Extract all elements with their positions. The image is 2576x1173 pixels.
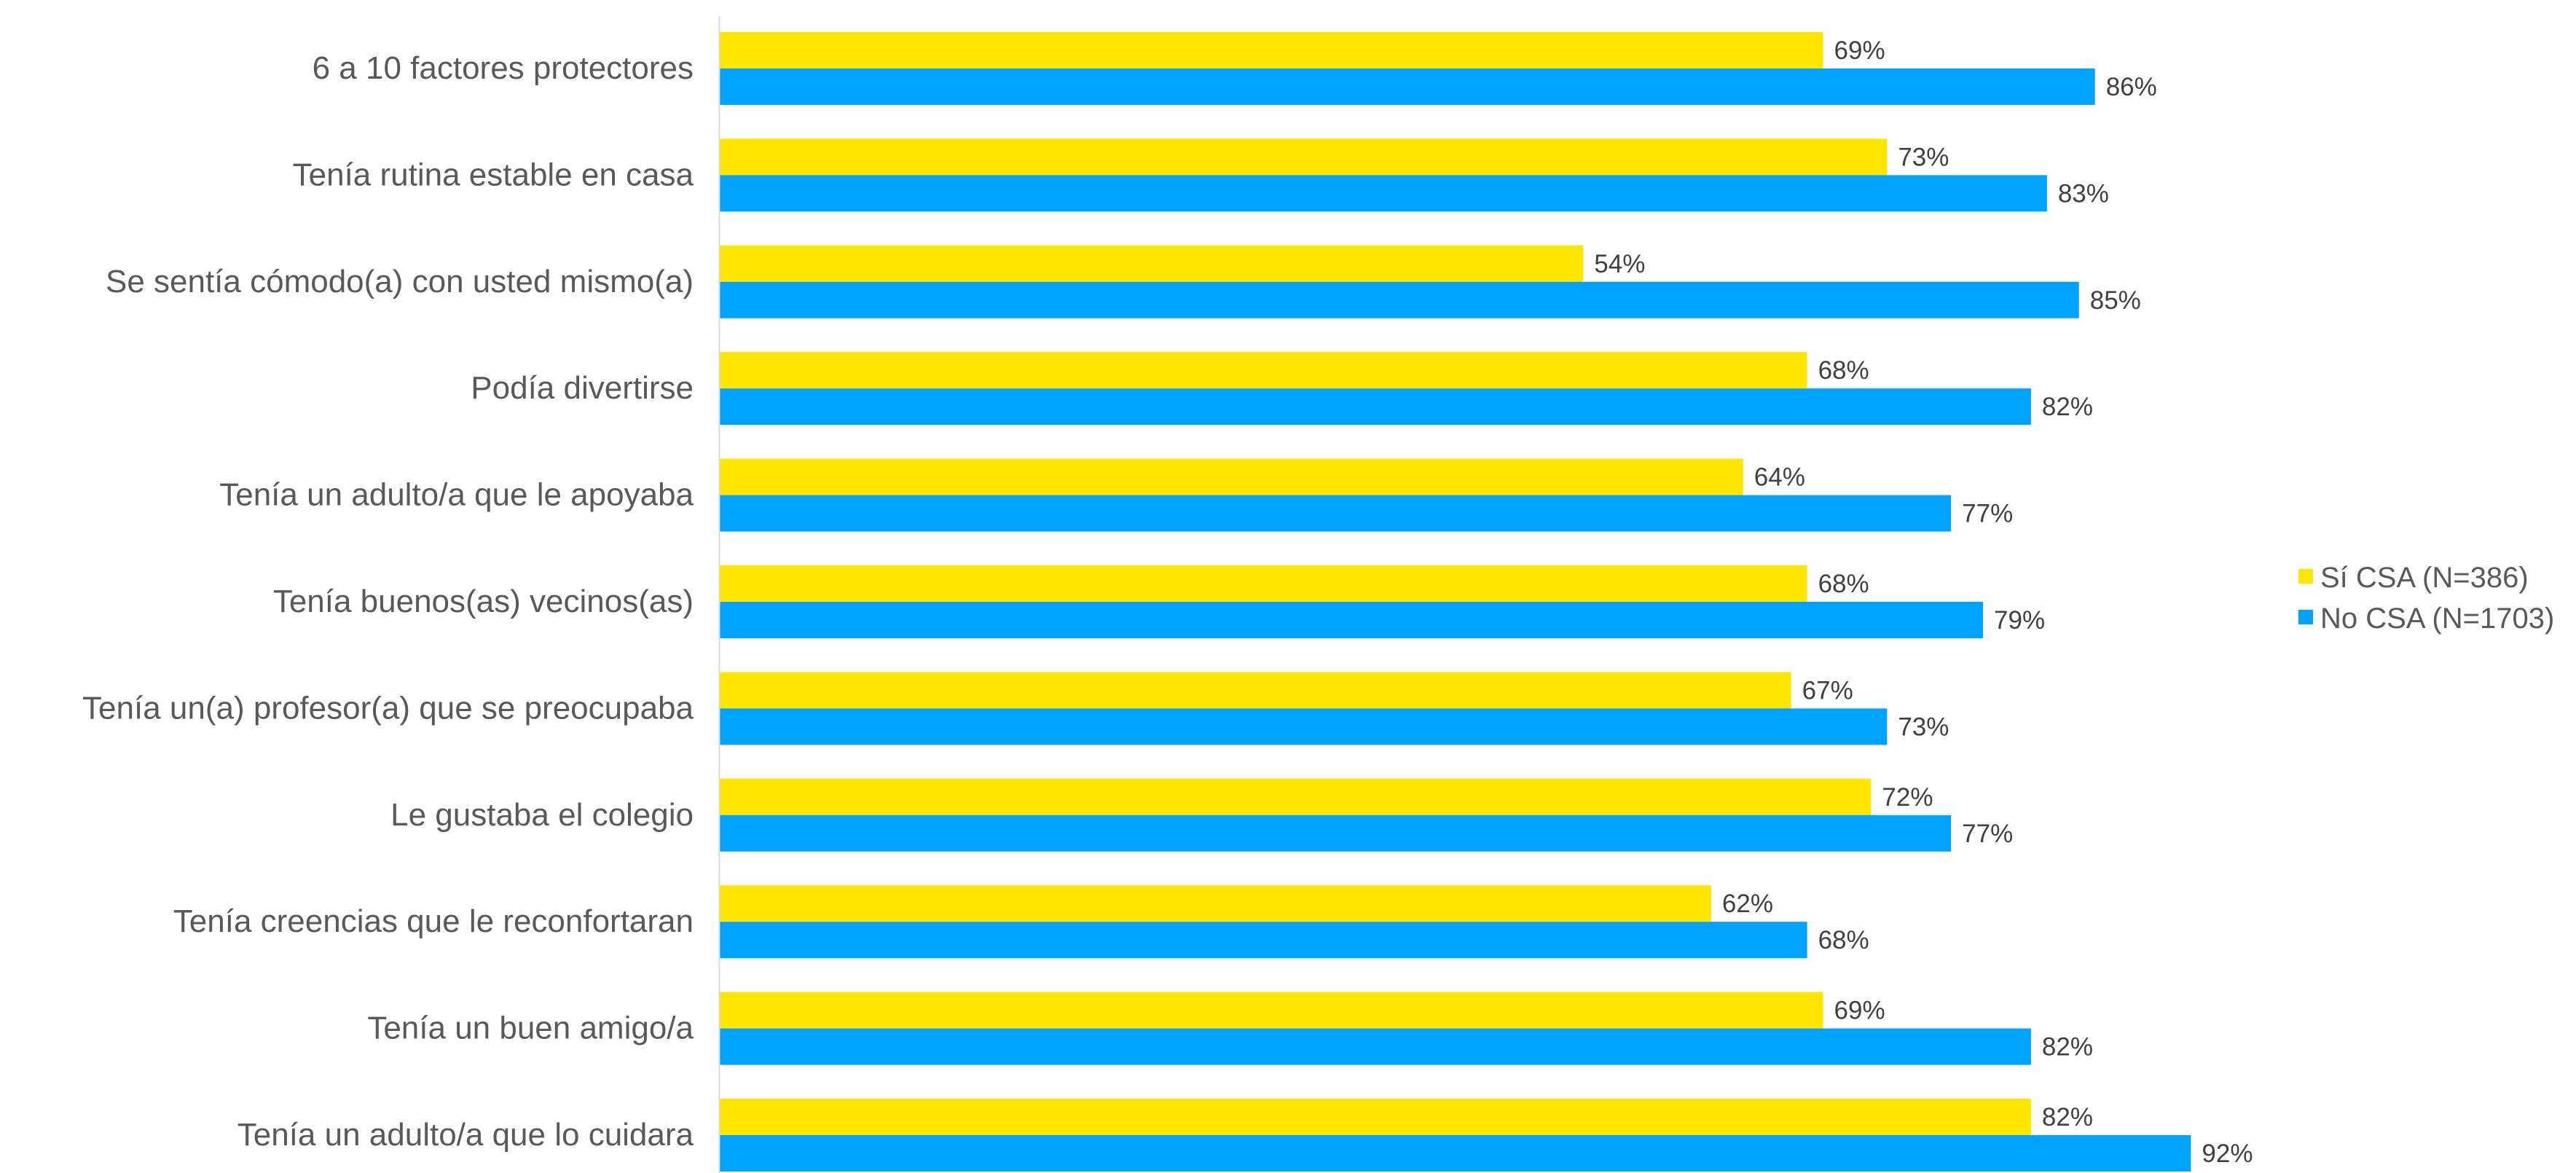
category-labels: 6 a 10 factores protectores Tenía rutina … <box>82 50 694 1153</box>
data-label: 73% <box>1898 713 1949 741</box>
category-label: Tenía rutina estable en casa <box>293 157 694 192</box>
bar-si-csa <box>720 459 1743 495</box>
bar-si-csa <box>720 352 1807 388</box>
data-label: 72% <box>1882 783 1933 812</box>
data-label: 68% <box>1818 926 1869 954</box>
bar-no-csa <box>720 282 2079 318</box>
bar-no-csa <box>720 495 1951 532</box>
bar-no-csa <box>720 68 2095 105</box>
bar-no-csa <box>720 708 1887 745</box>
bar-si-csa <box>720 1099 2031 1135</box>
bar-si-csa <box>720 565 1807 602</box>
category-label: Tenía creencias que le reconfortaran <box>173 903 694 939</box>
data-label: 73% <box>1898 143 1949 171</box>
category-label: 6 a 10 factores protectores <box>313 50 694 86</box>
data-label: 83% <box>2058 179 2109 208</box>
data-label: 77% <box>1962 500 2013 528</box>
data-label: 79% <box>1994 606 2045 635</box>
data-label: 85% <box>2090 286 2141 315</box>
bar-si-csa <box>720 992 1823 1029</box>
data-label: 68% <box>1818 570 1869 598</box>
category-label: Tenía un adulto/a que lo cuidara <box>237 1117 694 1153</box>
data-label: 67% <box>1802 676 1853 705</box>
data-label: 64% <box>1754 463 1805 492</box>
legend: Sí CSA (N=386) No CSA (N=1703) <box>2298 562 2554 635</box>
bar-no-csa <box>720 922 1807 958</box>
category-label: Tenía un adulto/a que le apoyaba <box>219 477 694 513</box>
data-label: 62% <box>1722 890 1773 918</box>
bar-no-csa <box>720 1029 2031 1065</box>
legend-swatch-no-csa <box>2298 610 2313 624</box>
bar-si-csa <box>720 138 1887 175</box>
bar-no-csa <box>720 388 2031 425</box>
bar-no-csa <box>720 175 2047 211</box>
data-label: 69% <box>1834 997 1885 1025</box>
bar-si-csa <box>720 32 1823 68</box>
data-label: 54% <box>1594 250 1645 278</box>
category-label: Le gustaba el colegio <box>390 797 694 833</box>
bars-layer <box>720 32 2191 1172</box>
bar-no-csa <box>720 815 1951 852</box>
data-label: 68% <box>1818 356 1869 385</box>
bar-si-csa <box>720 779 1871 815</box>
legend-swatch-si-csa <box>2298 569 2313 584</box>
bar-si-csa <box>720 672 1791 708</box>
data-label: 77% <box>1962 820 2013 848</box>
category-label: Tenía un(a) profesor(a) que se preocupab… <box>82 690 694 726</box>
data-label: 82% <box>2042 393 2093 421</box>
data-label: 82% <box>2042 1103 2093 1131</box>
category-label: Tenía un buen amigo/a <box>367 1011 694 1046</box>
bar-no-csa <box>720 602 1983 638</box>
data-label: 92% <box>2202 1139 2253 1168</box>
data-label: 86% <box>2106 73 2157 101</box>
legend-label-si-csa: Sí CSA (N=386) <box>2320 562 2529 594</box>
legend-label-no-csa: No CSA (N=1703) <box>2320 603 2554 635</box>
data-label: 82% <box>2042 1033 2093 1062</box>
bar-si-csa <box>720 885 1711 922</box>
data-label: 69% <box>1834 36 1885 65</box>
category-label: Tenía buenos(as) vecinos(as) <box>273 584 694 619</box>
bar-si-csa <box>720 246 1583 282</box>
category-label: Se sentía cómodo(a) con usted mismo(a) <box>106 264 694 299</box>
bar-no-csa <box>720 1135 2191 1172</box>
category-label: Podía divertirse <box>471 370 694 406</box>
